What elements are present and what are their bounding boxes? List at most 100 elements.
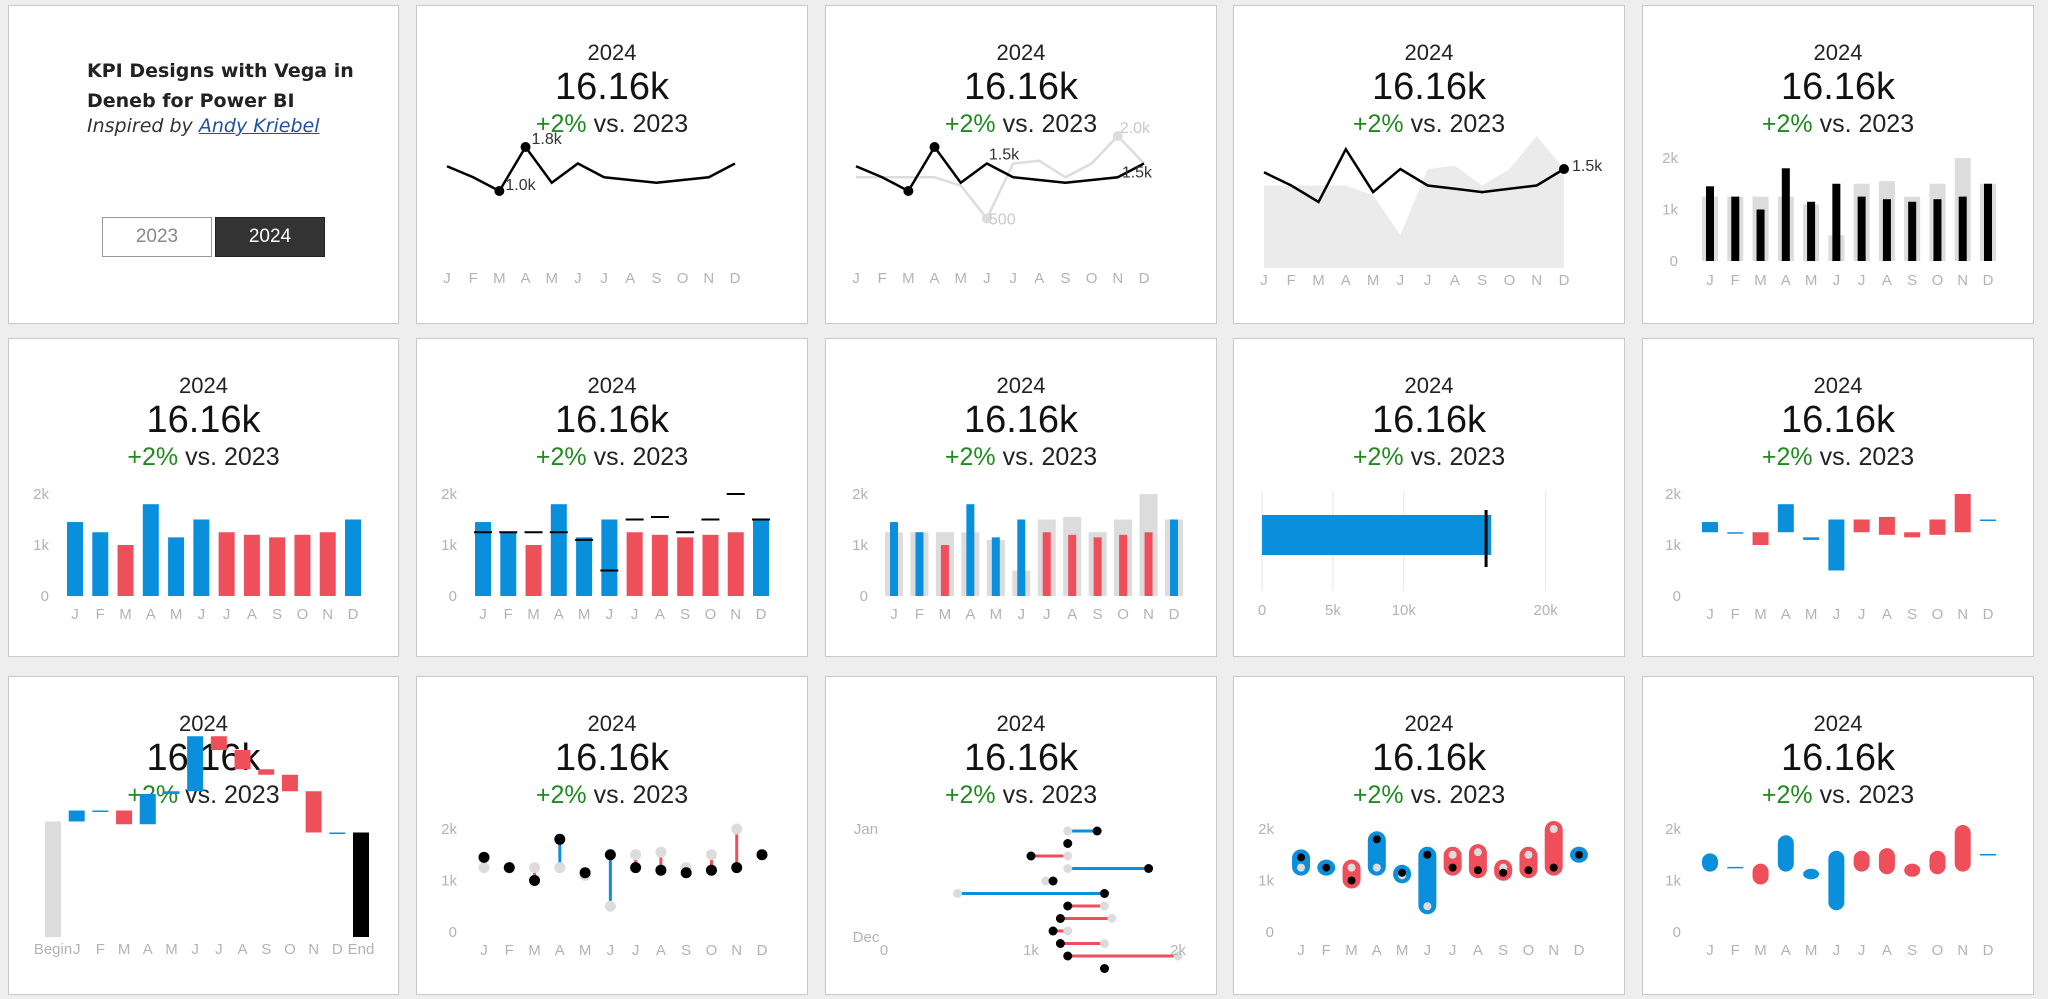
x-tick-label: J [1706,942,1714,959]
variance-bar [1853,519,1870,533]
x-tick-label: O [1932,272,1944,289]
variance-bar [1752,532,1769,545]
y-tick-label: 2k [441,486,457,503]
bar-2024 [218,532,235,596]
x-tick-label: F [878,270,887,287]
x-tick-label: A [1067,606,1077,623]
x-tick-label: J [480,942,488,959]
bar-2024 [940,545,949,596]
kpi-compare-label: vs. 2023 [586,781,689,809]
x-tick-label: O [705,606,717,623]
variance-bar [1929,519,1946,535]
x-tick-label: D [1559,272,1570,289]
x-tick-label: 2k [1170,942,1186,959]
x-tick-label: J [1424,272,1432,289]
x-tick-label: J [191,941,199,958]
variance-bar [1878,516,1895,535]
kpi-comparison: +2% vs. 2023 [417,110,807,139]
x-tick-label: M [1367,272,1380,289]
bar-2024 [142,504,159,596]
kpi-value: 16.16k [554,66,670,108]
x-tick-label: M [1396,942,1409,959]
x-tick-label: A [1781,272,1791,289]
waterfall-step [187,736,204,792]
kpi-value: 16.16k [963,66,1079,108]
prior-data-point [981,213,992,224]
kpi-year: 2024 [1404,40,1454,65]
x-tick-label: J [1833,942,1841,959]
x-tick-label: S [1093,606,1103,623]
x-tick-label: A [625,270,635,287]
andy-kriebel-link[interactable]: Andy Kriebel [198,115,320,137]
kpi-year: 2024 [587,711,637,736]
data-point [520,142,531,152]
x-tick-label: A [1781,606,1791,623]
waterfall-step [139,794,156,825]
series-2023-line [856,134,1145,221]
kpi-card-overlap-bars: 2024 16.16k +2% vs. 2023 0 1k 2k J F M A M J J A S O N D [1642,5,2034,324]
x-tick-label: S [1907,272,1917,289]
x-tick-label: D [1139,270,1150,287]
dot-2023 [953,889,962,898]
year-2023-button[interactable]: 2023 [102,217,212,257]
capsule [1702,853,1718,872]
x-tick-label: O [1523,942,1535,959]
x-tick-label: S [680,606,690,623]
kpi-value: 16.16k [963,399,1079,441]
dot-2024 [1063,901,1073,911]
kpi-card-dumbbell: 2024 16.16k +2% vs. 2023 Jan Dec 0 1k 2k [825,676,1217,995]
dot-2023 [1063,864,1073,873]
capsule [1828,850,1845,911]
chart-svg: 0 5k 10k 20k [1258,491,1558,619]
dot-2024 [1524,866,1533,875]
dot-2023 [655,846,667,858]
kpi-compare-label: vs. 2023 [1812,110,1915,138]
chart-svg: 1.5kJ F M A M J J A S O N D [1260,136,1603,289]
x-tick-label: M [545,270,558,287]
y-tick-label: 2k [1662,150,1678,167]
bar-2024 [1068,534,1077,596]
dot-2024 [705,864,717,876]
x-tick-label: D [1983,272,1994,289]
dot-2023 [1372,863,1381,872]
report-title: KPI Designs with Vega in Deneb for Power… [87,60,354,112]
bar-2024 [475,522,491,596]
waterfall-step [234,750,251,770]
kpi-comparison: +2% vs. 2023 [826,443,1216,472]
x-tick-label: A [238,941,248,958]
variance-bar [1803,537,1820,540]
kpi-comparison: +2% vs. 2023 [9,443,398,472]
dot-2024 [1048,926,1058,936]
bar-2024 [319,532,336,596]
bar-2024 [345,519,361,596]
year-2024-button[interactable]: 2024 [215,217,325,257]
x-tick-label: O [297,606,309,623]
dot-2024 [1549,863,1558,872]
kpi-comparison: +2% vs. 2023 [1643,443,2033,472]
x-tick-label: M [579,942,592,959]
x-tick-label: J [1424,942,1432,959]
bar-2024 [1170,519,1178,596]
y-tick-label: 1k [441,537,457,554]
bar-2024 [727,532,744,596]
pill [1292,849,1310,876]
x-tick-label: D [757,942,768,959]
x-tick-label: J [1297,942,1305,959]
x-tick-label: D [348,606,359,623]
capsule [1853,850,1870,872]
dot-2024 [1473,866,1482,875]
bar-2024 [1042,532,1051,596]
kpi-compare-label: vs. 2023 [178,443,280,471]
kpi-comparison: +2% vs. 2023 [417,443,807,472]
x-tick-label: M [990,606,1003,623]
x-tick-label: S [1477,272,1487,289]
kpi-comparison: +2% vs. 2023 [826,110,1216,139]
x-tick-label: A [554,606,564,623]
dot-2024 [1322,863,1331,872]
kpi-comparison: +2% vs. 2023 [1234,781,1624,810]
x-tick-label: J [1018,606,1026,623]
dot-2024 [731,862,743,874]
